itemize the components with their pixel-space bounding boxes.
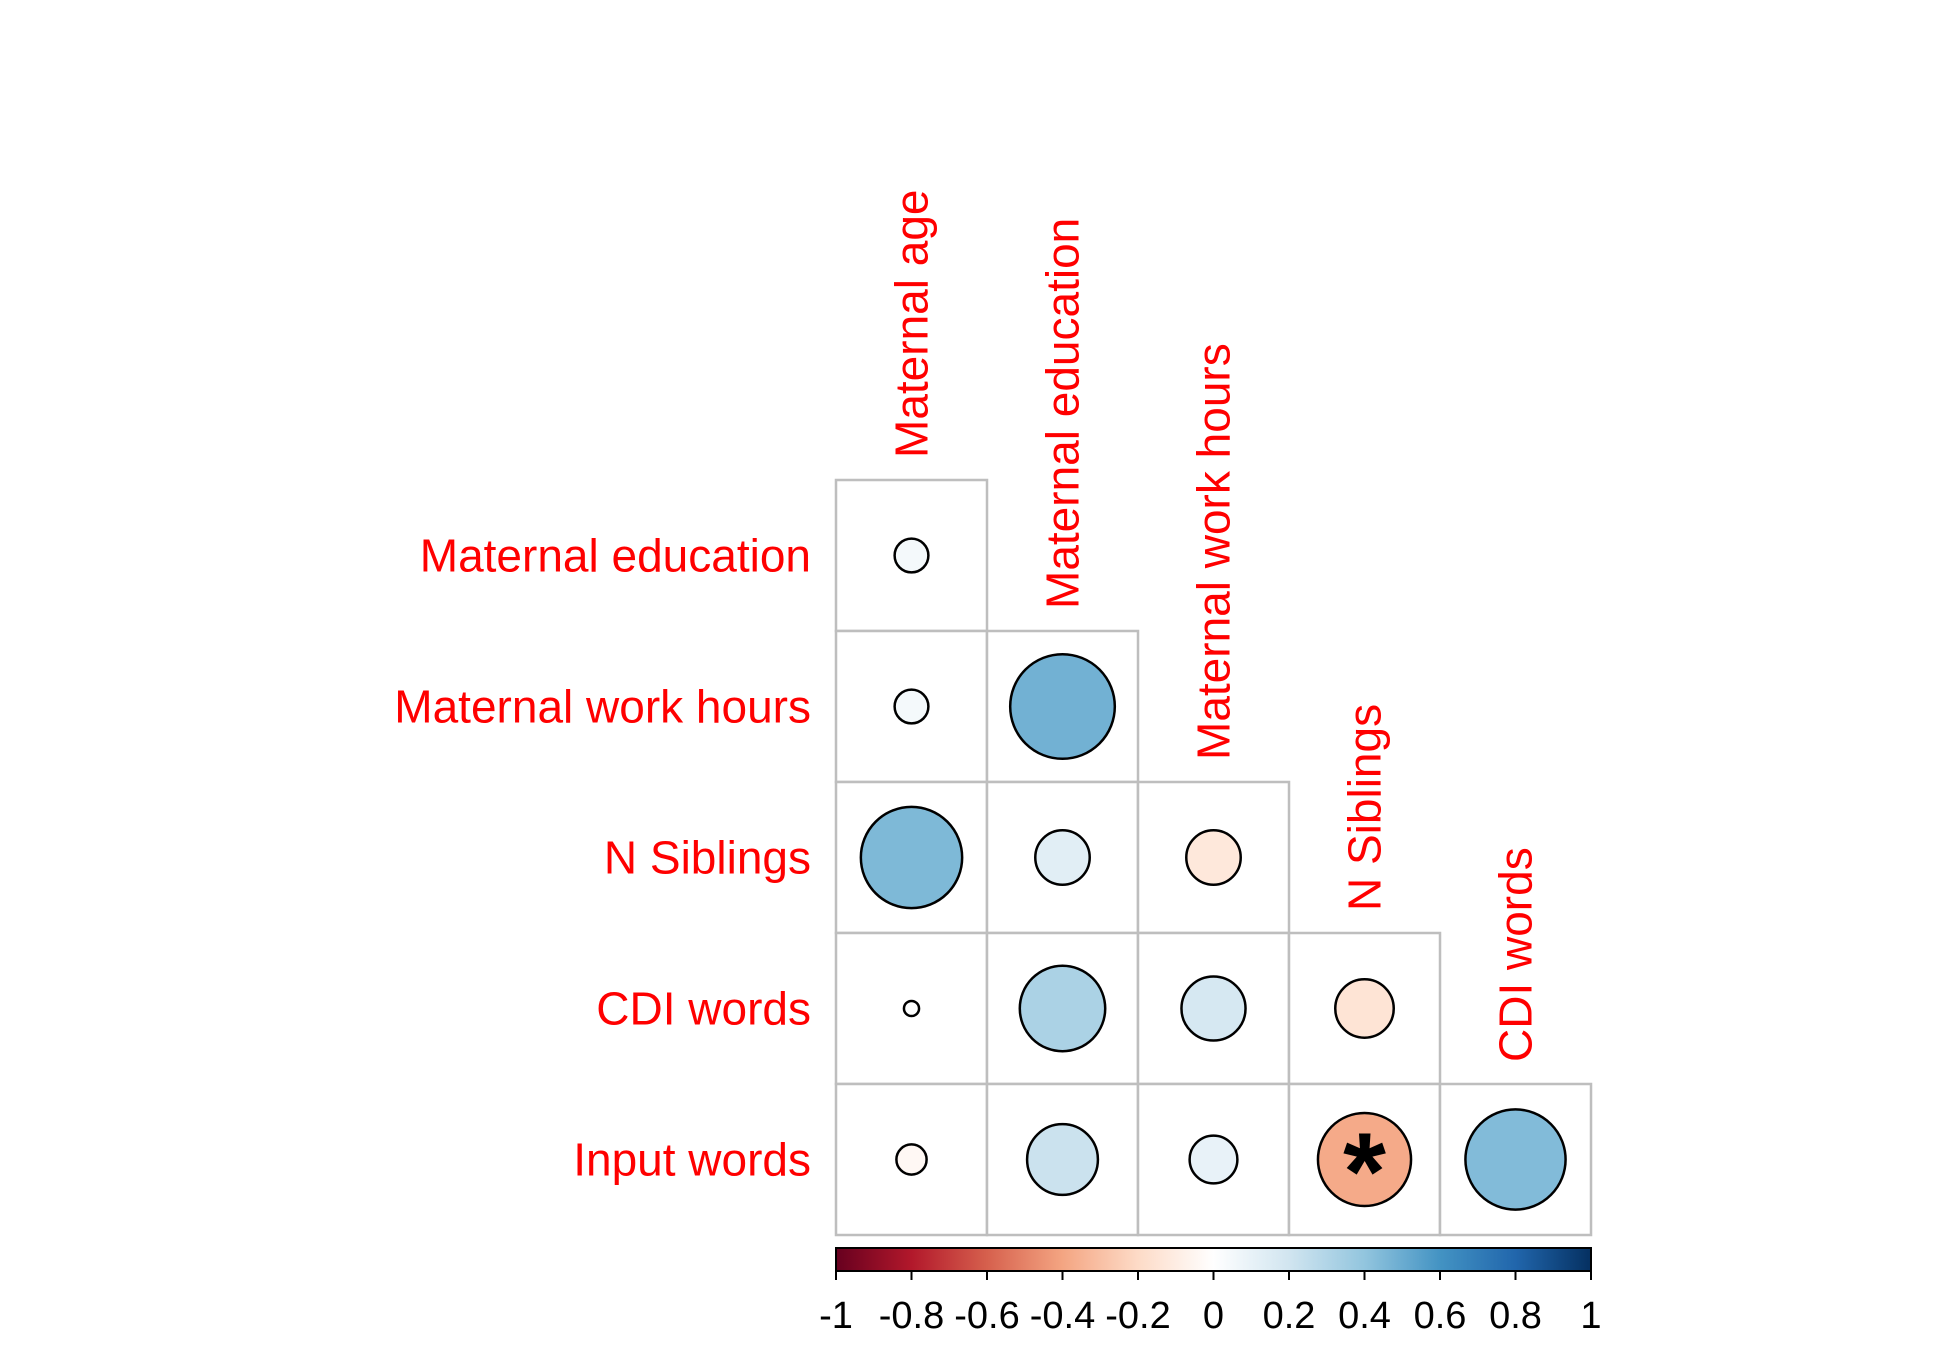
corr-circle-cdi-words-x-maternal-work-hours: [1180, 975, 1247, 1042]
colorbar-gradient: [835, 1247, 1592, 1272]
colorbar-tick-label: 0.8: [1489, 1295, 1542, 1337]
row-labels: Maternal education Maternal work hours N S…: [394, 530, 811, 1186]
matrix-cells: *: [834, 478, 1593, 1237]
corr-circle-cdi-words-x-n-siblings: [1334, 978, 1395, 1039]
column-label-cdi-words: CDI words: [1490, 847, 1542, 1062]
colorbar-tick-label: -0.6: [954, 1295, 1019, 1337]
corr-circle-cdi-words-x-maternal-age: [902, 999, 921, 1018]
corr-circle-n-siblings-x-maternal-work-hours: [1185, 829, 1242, 886]
corr-circle-input-words-x-cdi-words: [1464, 1108, 1567, 1211]
row-label-n-siblings: N Siblings: [604, 832, 811, 884]
column-label-maternal-age: Maternal age: [886, 190, 938, 459]
colorbar-tick-label: 0.6: [1414, 1295, 1467, 1337]
corr-circle-maternal-education-x-maternal-age: [893, 537, 930, 574]
column-label-maternal-education: Maternal education: [1037, 218, 1089, 609]
colorbar: -1 -0.8 -0.6 -0.4 -0.2 0 0.2 0.4 0.6 0.8 1: [819, 1247, 1602, 1337]
row-label-cdi-words: CDI words: [596, 983, 811, 1035]
colorbar-tick-label: -1: [819, 1295, 853, 1337]
colorbar-tick-label: -0.8: [879, 1295, 944, 1337]
column-label-maternal-work-hours: Maternal work hours: [1188, 343, 1240, 760]
corr-circle-maternal-work-hours-x-maternal-education: [1008, 652, 1117, 761]
significance-mark: *: [1343, 1111, 1386, 1234]
row-label-maternal-work-hours: Maternal work hours: [394, 681, 811, 733]
colorbar-tick-label: -0.4: [1030, 1295, 1095, 1337]
corr-circle-input-words-x-maternal-work-hours: [1188, 1134, 1239, 1185]
colorbar-tick-label: 0: [1203, 1295, 1224, 1337]
corr-circle-cdi-words-x-maternal-education: [1018, 964, 1107, 1053]
column-labels: Maternal age Maternal education Maternal w…: [886, 190, 1542, 1063]
colorbar-tick-label: 0.2: [1263, 1295, 1316, 1337]
column-label-n-siblings: N Siblings: [1339, 704, 1391, 911]
colorbar-tick-label: -0.2: [1105, 1295, 1170, 1337]
corr-circle-n-siblings-x-maternal-age: [859, 805, 964, 910]
row-label-maternal-education: Maternal education: [420, 530, 811, 582]
corr-circle-input-words-x-n-siblings: [1316, 1111, 1413, 1208]
corr-circle-input-words-x-maternal-age: [895, 1143, 928, 1176]
corr-circle-input-words-x-maternal-education: [1025, 1122, 1100, 1197]
colorbar-tick-label: 0.4: [1338, 1295, 1391, 1337]
colorbar-tick-label: 1: [1580, 1295, 1601, 1337]
corr-circle-maternal-work-hours-x-maternal-age: [893, 688, 930, 725]
corr-circle-n-siblings-x-maternal-education: [1034, 829, 1091, 886]
row-label-input-words: Input words: [573, 1134, 811, 1186]
